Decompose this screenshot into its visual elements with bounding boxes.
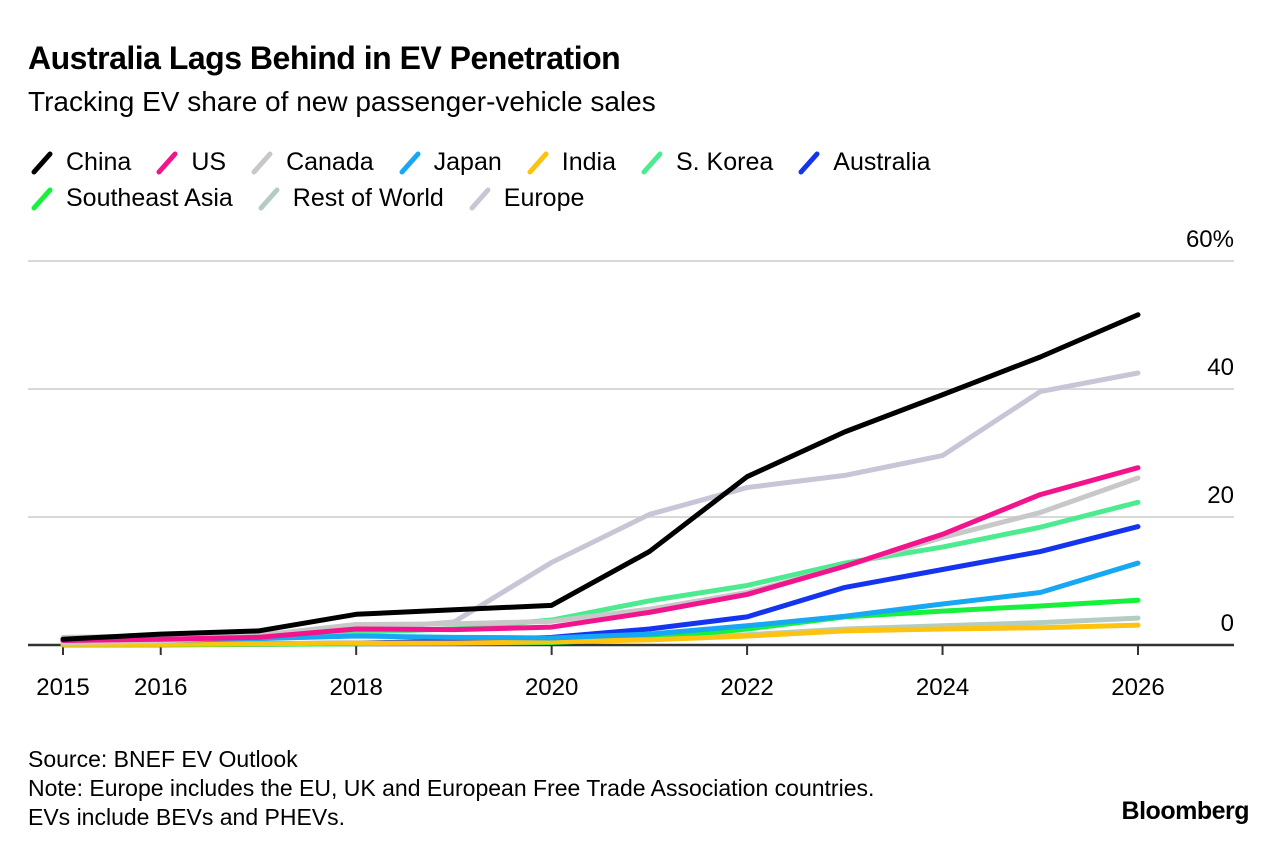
legend-swatch-icon	[469, 187, 491, 211]
legend-row-2: Southeast Asia Rest of World Europe	[28, 180, 1028, 216]
legend-swatch-icon	[31, 151, 53, 175]
y-tick-label: 0	[1221, 610, 1234, 637]
legend-item-china: China	[28, 144, 131, 180]
legend-label: US	[191, 148, 227, 176]
legend-label: Europe	[503, 184, 585, 212]
y-tick-label: 40	[1207, 354, 1234, 381]
legend-label: China	[66, 148, 132, 176]
chart-title: Australia Lags Behind in EV Penetration	[28, 40, 621, 76]
legend-item-us: US	[153, 144, 226, 180]
legend-item-europe: Europe	[466, 180, 585, 216]
y-tick-label: 60%	[1186, 226, 1234, 253]
chart-subtitle: Tracking EV share of new passenger-vehic…	[28, 86, 656, 117]
x-tick-label: 2026	[1111, 674, 1164, 701]
legend-swatch-icon	[527, 151, 549, 175]
y-tick-label: 20	[1207, 482, 1234, 509]
legend-swatch-icon	[31, 187, 53, 211]
y-axis: 0 20 40 60%	[1186, 226, 1234, 637]
note-text: Note: Europe includes the EU, UK and Eur…	[28, 775, 875, 801]
legend: China US Canada Japan India S. Korea Australia…	[28, 144, 1028, 216]
bloomberg-logo: Bloomberg	[1121, 797, 1250, 825]
legend-label: S. Korea	[675, 148, 774, 176]
series-lines	[60, 312, 1141, 648]
legend-row-1: China US Canada Japan India S. Korea Australia	[28, 144, 1028, 180]
gridlines	[28, 260, 1234, 518]
legend-label: Rest of World	[292, 184, 444, 212]
legend-item-rest-of-world: Rest of World	[255, 180, 444, 216]
legend-item-australia: Australia	[795, 144, 931, 180]
x-axis: 2015 2016 2018 2020 2022 2024 2026	[28, 643, 1234, 701]
legend-item-india: India	[524, 144, 616, 180]
note-text-2: EVs include BEVs and PHEVs.	[28, 804, 346, 830]
series-line-china	[60, 312, 1141, 642]
source-text: Source: BNEF EV Outlook	[28, 746, 298, 772]
legend-swatch-icon	[641, 151, 663, 175]
x-tick-label: 2018	[329, 674, 382, 701]
legend-swatch-icon	[258, 187, 280, 211]
x-tick-label: 2016	[134, 674, 187, 701]
legend-swatch-icon	[798, 151, 820, 175]
x-tick-label: 2015	[36, 674, 89, 701]
legend-item-canada: Canada	[248, 144, 374, 180]
legend-label: Japan	[433, 148, 502, 176]
legend-label: Southeast Asia	[66, 184, 233, 212]
legend-swatch-icon	[399, 151, 421, 175]
legend-label: Canada	[286, 148, 374, 176]
legend-swatch-icon	[156, 151, 178, 175]
footer-notes: Source: BNEF EV Outlook Note: Europe inc…	[28, 745, 874, 832]
legend-label: India	[561, 148, 616, 176]
x-tick-label: 2020	[525, 674, 578, 701]
series-line-us	[60, 465, 1141, 644]
legend-label: Australia	[833, 148, 931, 176]
x-tick-label: 2024	[916, 674, 969, 701]
legend-swatch-icon	[251, 151, 273, 175]
x-tick-label: 2022	[720, 674, 773, 701]
legend-item-japan: Japan	[396, 144, 502, 180]
legend-item-s-korea: S. Korea	[638, 144, 773, 180]
legend-item-southeast-asia: Southeast Asia	[28, 180, 233, 216]
series-line-india	[60, 622, 1141, 647]
